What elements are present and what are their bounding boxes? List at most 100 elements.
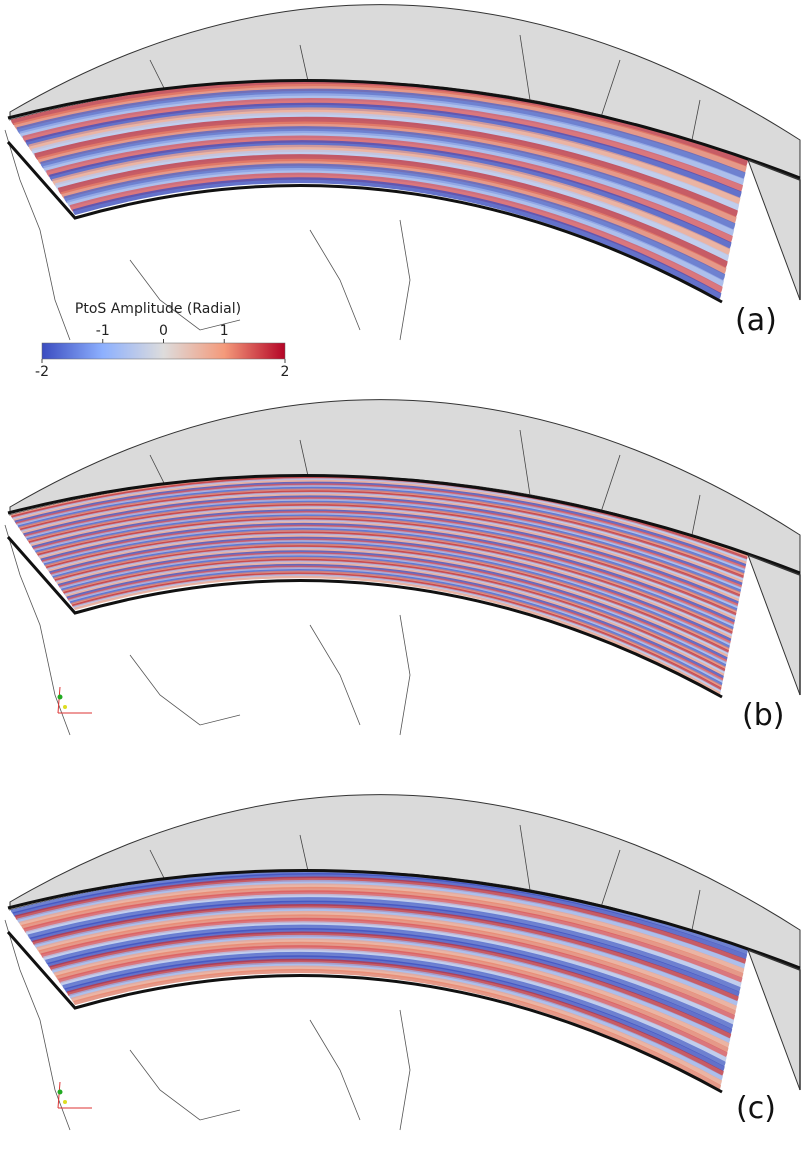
- amplitude-stripe: [41, 524, 735, 626]
- amplitude-stripe: [40, 917, 736, 1020]
- amplitude-stripe: [47, 928, 733, 1034]
- amplitude-stripe: [67, 565, 724, 682]
- amplitude-stripe: [73, 968, 722, 1090]
- amplitude-stripe: [38, 914, 737, 1016]
- amplitude-stripe: [16, 485, 746, 572]
- amplitude-stripe: [28, 107, 742, 205]
- amplitude-stripe: [58, 945, 729, 1058]
- colorbar-tick-label: 2: [281, 364, 290, 380]
- amplitude-stripe: [49, 931, 732, 1039]
- amplitude-stripe: [12, 478, 748, 563]
- amplitude-stripe: [54, 545, 730, 654]
- amplitude-stripe: [34, 907, 739, 1006]
- amplitude-stripe: [50, 538, 732, 644]
- amplitude-stripe: [44, 529, 734, 633]
- amplitude-stripe: [23, 890, 743, 983]
- amplitude-stripe: [45, 531, 734, 635]
- panels: [4, 4, 802, 1131]
- amplitude-stripe: [51, 540, 731, 647]
- colorbar-tick-label: 1: [220, 323, 229, 339]
- amplitude-stripe: [68, 962, 724, 1081]
- axes-dot: [63, 705, 67, 709]
- amplitude-stripe: [40, 126, 737, 231]
- amplitude-stripe: [46, 135, 734, 243]
- amplitude-stripe: [31, 112, 740, 211]
- amplitude-stripe: [66, 958, 725, 1076]
- amplitude-stripe: [23, 495, 743, 586]
- amplitude-stripe: [25, 102, 743, 199]
- amplitude-stripe: [66, 168, 725, 288]
- amplitude-stripe: [28, 504, 741, 598]
- amplitude-stripe: [29, 900, 741, 997]
- amplitude-field: [10, 80, 748, 300]
- amplitude-stripe: [48, 534, 733, 640]
- amplitude-stripe: [11, 476, 748, 560]
- amplitude-stripe: [14, 481, 747, 567]
- amplitude-stripe: [10, 80, 748, 167]
- amplitude-stripe: [65, 562, 725, 677]
- amplitude-stripe: [13, 479, 747, 565]
- amplitude-stripe: [63, 163, 727, 281]
- amplitude-stripe: [64, 560, 726, 675]
- amplitude-stripe: [36, 516, 738, 614]
- colorbar-tick-label: -1: [96, 323, 110, 339]
- amplitude-stripe: [53, 543, 730, 651]
- amplitude-stripe: [55, 941, 730, 1053]
- amplitude-stripe: [33, 512, 739, 609]
- amplitude-stripe: [51, 934, 731, 1044]
- amplitude-stripe: [58, 551, 728, 663]
- amplitude-stripe: [16, 88, 747, 180]
- amplitude-stripe: [55, 546, 729, 656]
- amplitude-stripe: [19, 883, 745, 974]
- amplitude-stripe: [61, 555, 727, 668]
- amplitude-stripe: [72, 574, 722, 693]
- axes-dot: [57, 1089, 63, 1095]
- amplitude-stripe: [46, 533, 733, 637]
- axes-glyph: [57, 686, 92, 714]
- amplitude-stripe: [22, 493, 744, 584]
- amplitude-stripe: [25, 498, 742, 591]
- amplitude-stripe: [37, 517, 737, 616]
- panel-label: (b): [742, 698, 784, 733]
- amplitude-stripe: [45, 924, 734, 1030]
- amplitude-stripe: [56, 548, 729, 658]
- amplitude-stripe: [36, 910, 738, 1011]
- amplitude-stripe: [37, 121, 738, 224]
- amplitude-stripe: [25, 893, 742, 988]
- amplitude-stripe: [74, 575, 721, 695]
- amplitude-stripe: [53, 938, 730, 1048]
- amplitude-stripe: [72, 177, 723, 300]
- amplitude-stripe: [24, 497, 743, 588]
- amplitude-stripe: [60, 158, 728, 275]
- amplitude-field: [10, 870, 748, 1090]
- amplitude-stripe: [35, 514, 738, 612]
- amplitude-stripe: [62, 557, 727, 670]
- amplitude-stripe: [38, 519, 737, 619]
- amplitude-stripe: [60, 948, 728, 1062]
- amplitude-stripe: [34, 116, 739, 218]
- axes-glyph: [57, 1081, 92, 1109]
- amplitude-stripe: [31, 509, 740, 605]
- amplitude-stripe: [42, 526, 735, 628]
- amplitude-stripe: [30, 507, 740, 602]
- amplitude-stripe: [32, 904, 740, 1002]
- amplitude-stripe: [17, 486, 746, 574]
- colorbar-tick-label: 0: [159, 323, 168, 339]
- amplitude-stripe: [68, 567, 724, 684]
- amplitude-stripe: [71, 965, 723, 1086]
- axes-dot: [63, 1100, 67, 1104]
- panel-label: (c): [736, 1091, 776, 1126]
- panel-label: (a): [735, 303, 777, 338]
- colorbar: PtoS Amplitude (Radial): [41, 301, 286, 360]
- amplitude-stripe: [29, 505, 740, 600]
- amplitude-stripe: [16, 879, 746, 969]
- amplitude-stripe: [18, 488, 745, 577]
- amplitude-stripe: [59, 553, 727, 665]
- amplitude-stripe: [19, 93, 745, 186]
- amplitude-stripe: [69, 172, 724, 294]
- amplitude-stripe: [70, 570, 723, 689]
- axes-dot: [57, 694, 63, 700]
- map-panel: [4, 399, 802, 736]
- amplitude-stripe: [63, 558, 726, 672]
